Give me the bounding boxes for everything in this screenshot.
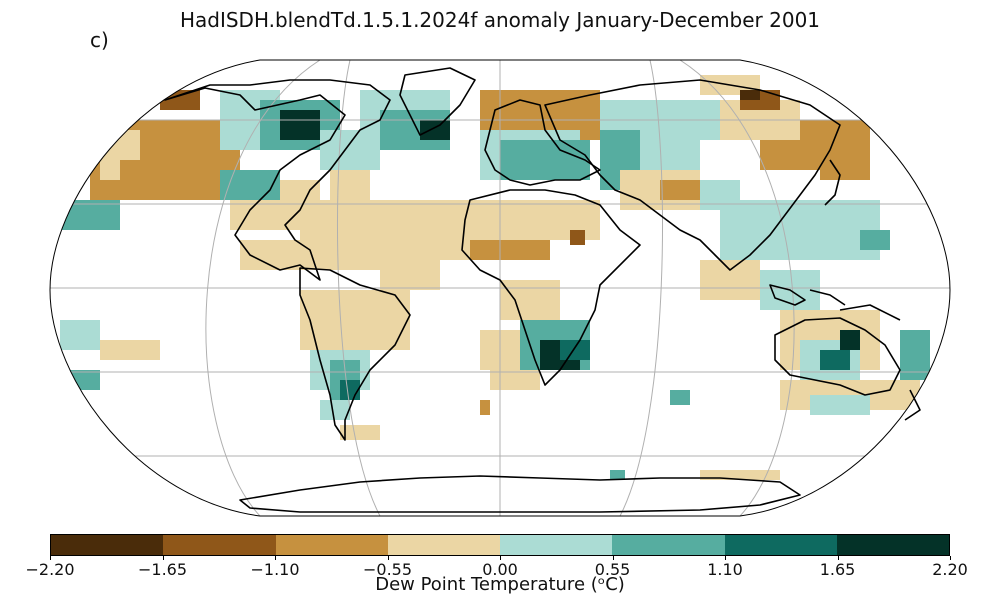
colorbar-segment bbox=[500, 535, 613, 555]
anomaly-cell bbox=[60, 320, 100, 350]
colorbar-ticks: −2.20 −1.65 −1.10 −0.55 0.00 0.55 1.10 1.65 2.20 bbox=[25, 556, 968, 586]
anomaly-cell bbox=[820, 140, 870, 180]
anomaly-cell bbox=[340, 425, 380, 440]
anomaly-cell bbox=[120, 160, 200, 200]
anomaly-cell bbox=[500, 240, 550, 260]
colorbar-tick bbox=[725, 556, 726, 560]
colorbar-segment bbox=[387, 535, 500, 555]
map-title: HadISDH.blendTd.1.5.1.2024f anomaly Janu… bbox=[179, 8, 821, 32]
colorbar-tick bbox=[500, 556, 501, 560]
panel-label: c) bbox=[90, 28, 109, 52]
anomaly-cell bbox=[700, 260, 760, 300]
anomaly-cell bbox=[500, 280, 560, 320]
colorbar-tick-label: 1.65 bbox=[819, 560, 856, 579]
anomaly-cell bbox=[760, 140, 800, 170]
colorbar-tick-label: −1.10 bbox=[250, 560, 300, 579]
anomaly-cell bbox=[470, 240, 500, 260]
anomaly-cell bbox=[280, 110, 320, 140]
colorbar-segment bbox=[163, 535, 276, 555]
graticule bbox=[50, 60, 950, 516]
anomaly-cell bbox=[640, 130, 700, 170]
anomaly-cell bbox=[100, 340, 160, 360]
colorbar-tick-label: −2.20 bbox=[25, 560, 75, 579]
colorbar-tick bbox=[387, 556, 389, 560]
colorbar-tick-label: 2.20 bbox=[932, 560, 968, 579]
anomaly-cell bbox=[670, 390, 690, 405]
colorbar-segment bbox=[51, 535, 164, 555]
colorbar-segment bbox=[612, 535, 725, 555]
colorbar-segment bbox=[836, 535, 949, 555]
anomaly-cell bbox=[330, 170, 370, 200]
globe-outline bbox=[49, 59, 951, 517]
world-map bbox=[49, 59, 951, 517]
colorbar-tick bbox=[50, 556, 51, 560]
anomaly-cell bbox=[490, 370, 540, 390]
anomaly-cell bbox=[810, 395, 870, 415]
colorbar-segment bbox=[275, 535, 388, 555]
colorbar-segment bbox=[724, 535, 837, 555]
colorbar-tick-label: 0.00 bbox=[482, 560, 518, 579]
anomaly-cell bbox=[740, 90, 760, 100]
anomaly-cell bbox=[300, 290, 410, 350]
colorbar-tick-label: −0.55 bbox=[362, 560, 413, 579]
anomaly-cell bbox=[610, 470, 625, 480]
anomaly-cell bbox=[560, 340, 590, 360]
anomaly-cell bbox=[570, 230, 585, 245]
anomaly-grid-cells bbox=[60, 75, 930, 480]
anomaly-cell bbox=[700, 470, 780, 480]
colorbar-tick-label: 0.55 bbox=[594, 560, 631, 579]
anomaly-cell bbox=[340, 380, 360, 400]
colorbar-tick bbox=[837, 556, 839, 560]
colorbar-tick bbox=[612, 556, 614, 560]
anomaly-cell bbox=[480, 400, 490, 415]
anomaly-cell bbox=[860, 230, 890, 250]
colorbar-label: Dew Point Temperature (ᵒC) bbox=[375, 574, 625, 595]
anomaly-cell bbox=[320, 130, 380, 170]
colorbar bbox=[50, 534, 950, 556]
anomaly-cell bbox=[840, 330, 860, 350]
anomaly-cell bbox=[320, 400, 350, 420]
colorbar-tick-label: −1.65 bbox=[137, 560, 188, 579]
anomaly-cell bbox=[660, 180, 700, 200]
colorbar-tick bbox=[950, 556, 951, 560]
coastlines bbox=[164, 67, 921, 513]
anomaly-cell bbox=[220, 170, 280, 200]
anomaly-cell bbox=[420, 120, 450, 140]
anomaly-cell bbox=[60, 370, 100, 390]
anomaly-cell bbox=[720, 200, 800, 260]
colorbar-tick bbox=[275, 556, 276, 560]
colorbar-tick-label: 1.10 bbox=[707, 560, 743, 579]
anomaly-cell bbox=[380, 250, 440, 290]
anomaly-cell bbox=[500, 140, 590, 180]
colorbar-tick bbox=[162, 556, 164, 560]
anomaly-cell bbox=[820, 350, 850, 370]
